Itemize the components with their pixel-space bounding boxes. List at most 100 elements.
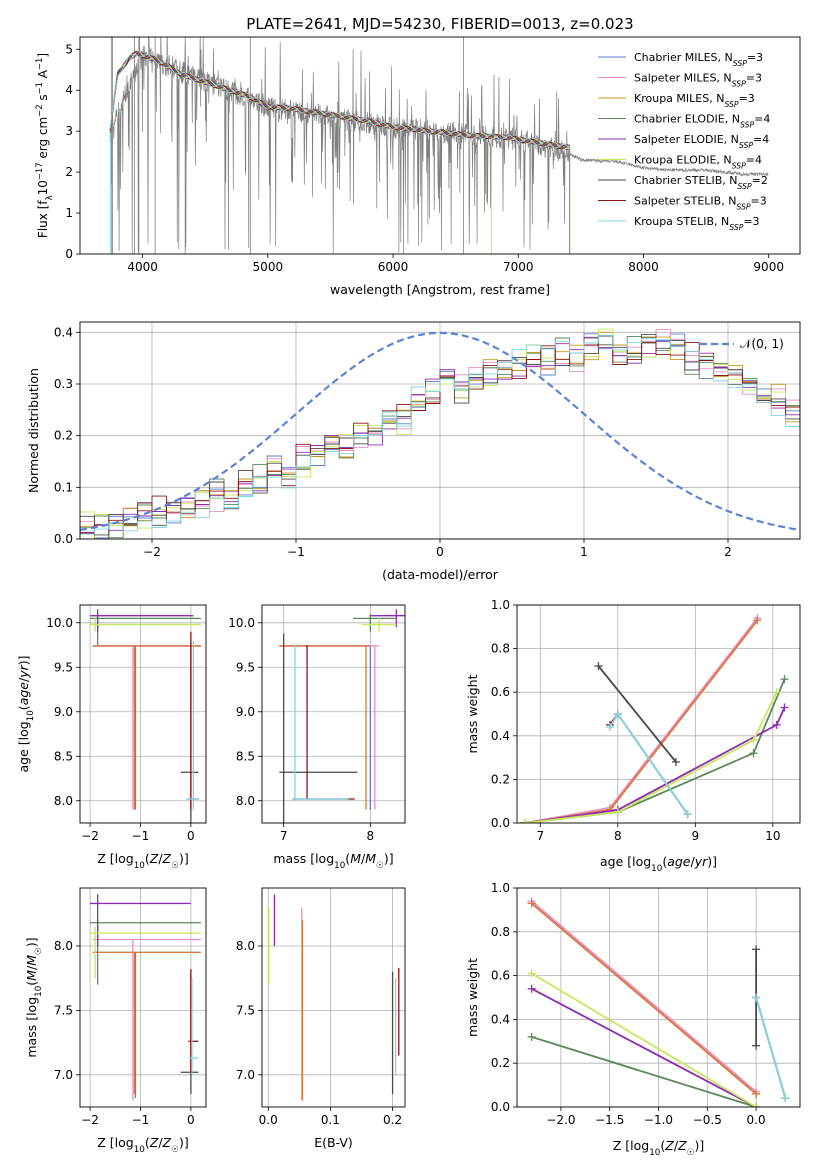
y-axis-label: mass [log10(M/M☉)] bbox=[24, 937, 44, 1057]
legend-entry: Salpeter ELODIE, NSSP=4 bbox=[634, 133, 769, 150]
tick-label: 7.0 bbox=[54, 1068, 73, 1082]
hist-salpeter-stelib bbox=[80, 335, 800, 539]
series-chabrier-elodie bbox=[531, 1036, 757, 1107]
tick-label: 0.2 bbox=[491, 772, 510, 786]
panel-3 bbox=[279, 609, 405, 823]
series-kroupa-elodie bbox=[531, 972, 757, 1107]
axes-frame bbox=[261, 604, 406, 824]
tick-label: 10 bbox=[765, 829, 780, 843]
tick-label: 0.1 bbox=[54, 480, 73, 494]
tick-label: 0.2 bbox=[54, 429, 73, 443]
tick-label: 8.5 bbox=[54, 749, 73, 763]
hist-kroupa-stelib bbox=[80, 334, 800, 539]
axes-frame bbox=[79, 321, 801, 540]
series-kroupa-elodie bbox=[524, 691, 778, 823]
tick-label: −2 bbox=[81, 829, 99, 843]
tick-label: 7000 bbox=[503, 260, 534, 274]
tick-label: −1 bbox=[132, 1113, 150, 1127]
tick-label: 0 bbox=[65, 247, 73, 261]
series-salpeter-elodie bbox=[524, 707, 786, 823]
tick-label: 0.8 bbox=[491, 925, 510, 939]
legend-entry: 𝒩(0, 1) bbox=[740, 337, 784, 351]
y-axis-label: mass weight bbox=[465, 958, 480, 1037]
figure-title: PLATE=2641, MJD=54230, FIBERID=0013, z=0… bbox=[246, 15, 633, 33]
series-kroupa-stelib bbox=[755, 997, 787, 1099]
legend-entry: Salpeter STELIB, NSSP=3 bbox=[634, 195, 767, 212]
legend-entry: Salpeter MILES, NSSP=3 bbox=[634, 72, 762, 89]
legend-entry: Kroupa MILES, NSSP=3 bbox=[634, 92, 755, 109]
x-axis-label: age [log10(age/yr)] bbox=[600, 854, 717, 874]
series-kroupa-miles bbox=[531, 902, 757, 1095]
tick-label: −2 bbox=[143, 545, 161, 559]
hist-salpeter-miles bbox=[80, 329, 800, 539]
tick-label: 0.0 bbox=[54, 532, 73, 546]
panel-2 bbox=[90, 609, 201, 823]
model-kroupa-elodie bbox=[109, 51, 570, 150]
tick-label: 8000 bbox=[628, 260, 659, 274]
tick-label: 10.0 bbox=[228, 616, 255, 630]
y-axis-label: Flux [fλ10−17 erg cm−2 s−1 A−1] bbox=[34, 53, 54, 238]
x-axis-label: Z [log10(Z/Z☉)] bbox=[613, 1138, 705, 1158]
tick-label: 8.0 bbox=[236, 794, 255, 808]
tick-label: 0.8 bbox=[491, 642, 510, 656]
tick-label: 8 bbox=[614, 829, 622, 843]
tick-label: 9.5 bbox=[236, 660, 255, 674]
tick-label: 9 bbox=[692, 829, 700, 843]
legend-entry: Chabrier MILES, NSSP=3 bbox=[634, 51, 763, 68]
tick-label: 7.5 bbox=[236, 1003, 255, 1017]
tick-label: 8.0 bbox=[54, 794, 73, 808]
panel-4 bbox=[520, 614, 789, 823]
tick-label: 0.3 bbox=[54, 377, 73, 391]
panel-6 bbox=[268, 894, 400, 1101]
tick-label: 0 bbox=[436, 545, 444, 559]
tick-label: 8.0 bbox=[54, 939, 73, 953]
legend-entry: Kroupa STELIB, NSSP=3 bbox=[634, 215, 760, 232]
tick-label: 5000 bbox=[253, 260, 284, 274]
axes-frame bbox=[79, 887, 207, 1108]
tick-label: 7.5 bbox=[54, 1003, 73, 1017]
tick-label: −1 bbox=[132, 829, 150, 843]
tick-label: 8.0 bbox=[236, 939, 255, 953]
tick-label: 3 bbox=[65, 124, 73, 138]
axes-frame bbox=[516, 887, 801, 1108]
tick-label: 4000 bbox=[127, 260, 158, 274]
series-salpeter-miles bbox=[531, 900, 757, 1093]
axes-frame bbox=[79, 36, 801, 255]
y-axis-label: Normed distribution bbox=[26, 368, 41, 493]
tick-label: 0 bbox=[187, 829, 195, 843]
tick-label: 9.5 bbox=[54, 660, 73, 674]
tick-label: 9.0 bbox=[236, 705, 255, 719]
tick-label: 0.0 bbox=[491, 816, 510, 830]
tick-label: 1 bbox=[580, 545, 588, 559]
tick-label: 9000 bbox=[753, 260, 784, 274]
tick-label: −2 bbox=[81, 1113, 99, 1127]
tick-label: 10.0 bbox=[46, 616, 73, 630]
y-axis-label: mass weight bbox=[465, 674, 480, 753]
tick-label: 5 bbox=[65, 42, 73, 56]
model-chabrier-stelib bbox=[109, 50, 569, 150]
tick-label: 1.0 bbox=[491, 598, 510, 612]
tick-label: 6000 bbox=[378, 260, 409, 274]
x-axis-label: Z [log10(Z/Z☉)] bbox=[97, 851, 189, 871]
hist-chabrier-elodie bbox=[80, 335, 800, 539]
tick-label: 8.5 bbox=[236, 749, 255, 763]
axes-frame bbox=[516, 604, 801, 824]
x-axis-label: Z [log10(Z/Z☉)] bbox=[97, 1135, 189, 1155]
tick-label: −1 bbox=[287, 545, 305, 559]
tick-label: 9.0 bbox=[54, 705, 73, 719]
tick-label: 4 bbox=[65, 83, 73, 97]
legend-entry: Kroupa ELODIE, NSSP=4 bbox=[634, 154, 762, 171]
series-chabrier-stelib bbox=[597, 665, 677, 763]
tick-label: 0.6 bbox=[491, 685, 510, 699]
x-axis-label: wavelength [Angstrom, rest frame] bbox=[330, 282, 550, 297]
tick-label: 0.0 bbox=[259, 1113, 278, 1127]
tick-label: 8 bbox=[367, 829, 375, 843]
tick-label: 7 bbox=[536, 829, 544, 843]
tick-label: 0 bbox=[187, 1113, 195, 1127]
panel-0 bbox=[109, 37, 769, 254]
tick-label: 0.0 bbox=[491, 1100, 510, 1114]
series-salpeter-elodie bbox=[531, 987, 757, 1107]
panel-7 bbox=[527, 897, 790, 1107]
data-spectrum bbox=[109, 37, 769, 254]
